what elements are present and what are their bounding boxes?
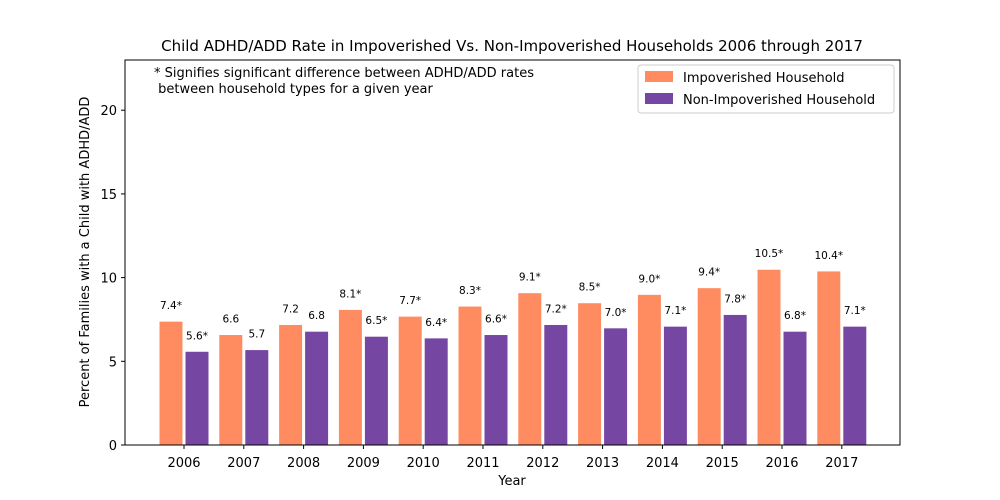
bar-impoverished-2008 (278, 323, 304, 446)
y-tick-label-10: 10 (100, 272, 117, 287)
legend: Impoverished Household Non-Impoverished … (637, 64, 895, 114)
x-axis-label: Year (497, 474, 526, 489)
data-label-impoverished-2006: 7.4* (160, 300, 182, 312)
bar-impoverished-2017 (816, 270, 842, 446)
chart-title: Child ADHD/ADD Rate in Impoverished Vs. … (161, 37, 863, 55)
y-axis-label: Percent of Families with a Child with AD… (78, 97, 93, 408)
x-tick-label-2017: 2017 (825, 456, 858, 471)
data-label-non-impoverished-2007: 5.7 (248, 329, 265, 341)
annotation-line-1: * Signifies significant difference betwe… (154, 66, 534, 81)
x-tick-label-2012: 2012 (526, 456, 559, 471)
data-label-impoverished-2016: 10.5* (755, 248, 784, 260)
bar-impoverished-2012 (517, 292, 543, 446)
bar-impoverished-2010 (397, 315, 423, 446)
legend-label-non-impoverished: Non-Impoverished Household (683, 93, 875, 108)
x-tick-label-2006: 2006 (167, 456, 200, 471)
x-tick-label-2011: 2011 (466, 456, 499, 471)
legend-label-impoverished: Impoverished Household (683, 71, 845, 86)
data-label-non-impoverished-2012: 7.2* (545, 303, 567, 315)
bar-impoverished-2011 (457, 305, 483, 446)
x-tick-label-2007: 2007 (227, 456, 260, 471)
bar-impoverished-2015 (696, 287, 722, 446)
x-tick-label-2009: 2009 (347, 456, 380, 471)
bar-non-impoverished-2015 (722, 313, 748, 446)
data-label-impoverished-2013: 8.5* (579, 282, 601, 294)
bar-non-impoverished-2009 (363, 335, 389, 446)
data-label-impoverished-2008: 7.2 (282, 303, 299, 315)
data-label-impoverished-2012: 9.1* (519, 272, 541, 284)
bar-non-impoverished-2016 (782, 330, 808, 446)
x-tick-label-2016: 2016 (765, 456, 798, 471)
x-tick-label-2010: 2010 (407, 456, 440, 471)
data-label-impoverished-2017: 10.4* (814, 250, 843, 262)
bar-non-impoverished-2012 (543, 323, 569, 446)
bar-non-impoverished-2008 (304, 330, 330, 446)
data-label-non-impoverished-2009: 6.5* (365, 315, 387, 327)
bar-impoverished-2006 (158, 320, 184, 446)
data-label-non-impoverished-2016: 6.8* (784, 310, 806, 322)
x-tick-label-2008: 2008 (287, 456, 320, 471)
y-tick-label-15: 15 (100, 188, 117, 203)
bar-labels-group: 7.4* 5.6* 6.6 5.7 7.2 6.8 8.1* 6.5* 7.7* 6.4* 8.3*… (160, 248, 866, 342)
data-label-non-impoverished-2006: 5.6* (186, 330, 208, 342)
data-label-non-impoverished-2011: 6.6* (485, 314, 507, 326)
data-label-non-impoverished-2014: 7.1* (664, 305, 686, 317)
data-label-impoverished-2011: 8.3* (459, 285, 481, 297)
data-label-non-impoverished-2013: 7.0* (605, 307, 627, 319)
data-label-impoverished-2010: 7.7* (399, 295, 421, 307)
annotation-line-2: between household types for a given year (154, 82, 434, 97)
x-tick-label-2013: 2013 (586, 456, 619, 471)
bars-group (158, 268, 868, 446)
bar-impoverished-2014 (636, 293, 662, 446)
data-label-impoverished-2007: 6.6 (222, 314, 239, 326)
bar-non-impoverished-2014 (662, 325, 688, 446)
legend-box (637, 64, 895, 114)
y-tick-label-20: 20 (100, 104, 117, 119)
bar-non-impoverished-2013 (603, 327, 629, 446)
data-label-impoverished-2015: 9.4* (698, 267, 720, 279)
bar-non-impoverished-2010 (423, 337, 449, 446)
bar-non-impoverished-2011 (483, 334, 509, 446)
bar-non-impoverished-2006 (184, 350, 210, 446)
x-axis-ticks: 2006 2007 2008 2009 2010 2011 2012 2013 2014 2015… (167, 445, 858, 471)
y-tick-label-0: 0 (109, 439, 117, 454)
data-label-non-impoverished-2015: 7.8* (724, 293, 746, 305)
data-label-non-impoverished-2008: 6.8 (308, 310, 325, 322)
legend-swatch-impoverished (645, 71, 673, 82)
bar-impoverished-2007 (218, 334, 244, 446)
data-label-non-impoverished-2010: 6.4* (425, 317, 447, 329)
bar-non-impoverished-2007 (244, 349, 270, 446)
bar-impoverished-2009 (337, 308, 363, 446)
plot-frame (124, 59, 901, 446)
data-label-impoverished-2009: 8.1* (339, 288, 361, 300)
bar-impoverished-2016 (756, 268, 782, 446)
bar-impoverished-2013 (577, 302, 603, 446)
y-axis-ticks: 0 5 10 15 20 (100, 104, 125, 454)
bar-non-impoverished-2017 (842, 325, 868, 446)
data-label-impoverished-2014: 9.0* (638, 273, 660, 285)
y-tick-label-5: 5 (109, 355, 117, 370)
x-tick-label-2014: 2014 (646, 456, 679, 471)
legend-swatch-non-impoverished (645, 93, 673, 104)
x-tick-label-2015: 2015 (706, 456, 739, 471)
data-label-non-impoverished-2017: 7.1* (844, 305, 866, 317)
